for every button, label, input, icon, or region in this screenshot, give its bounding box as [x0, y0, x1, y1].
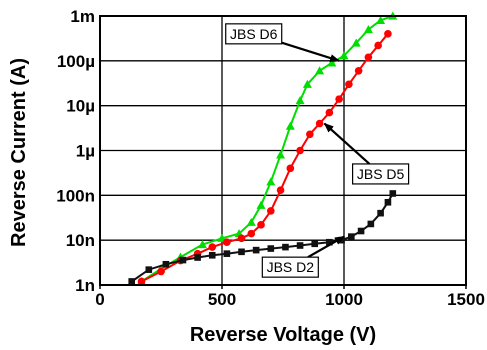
x-tick-label-3: 1500	[447, 290, 485, 309]
data-point-1-7	[247, 229, 256, 238]
data-point-1-19	[364, 53, 373, 62]
data-point-2-1	[145, 266, 153, 273]
data-point-2-6	[223, 250, 231, 257]
series-line-0	[140, 15, 394, 283]
plot-frame	[99, 15, 467, 286]
y-tick-label-1: 10n	[66, 231, 95, 250]
data-point-0-11	[295, 96, 305, 105]
data-point-0-12	[302, 79, 312, 88]
y-tick-label-4: 10µ	[66, 97, 95, 116]
data-point-1-17	[345, 80, 353, 89]
y-tick-label-5: 100µ	[57, 52, 95, 71]
data-point-0-6	[246, 217, 256, 226]
annotations: JBS D6 JBS D5 JBS D2	[225, 23, 410, 278]
data-point-2-4	[194, 254, 201, 261]
series-jbs-d5	[137, 30, 392, 286]
data-point-0-7	[256, 200, 266, 209]
callout-box-0	[225, 23, 283, 45]
data-point-0-14	[327, 58, 337, 67]
y-tick-label-6: 1m	[70, 7, 95, 26]
data-point-1-6	[237, 234, 246, 243]
data-point-1-8	[257, 221, 265, 229]
data-point-2-17	[367, 220, 375, 228]
data-point-2-19	[384, 198, 392, 206]
data-point-2-2	[162, 260, 170, 268]
data-point-2-7	[238, 248, 245, 256]
series-layer	[128, 11, 398, 286]
y-tick-label-3: 1µ	[76, 142, 95, 161]
data-point-2-0	[128, 278, 136, 285]
callout-box-2	[261, 256, 319, 278]
data-point-1-18	[354, 66, 363, 75]
series-jbs-d6	[136, 11, 398, 286]
callout-box-1	[352, 163, 410, 185]
y-tick-label-2: 100n	[56, 186, 95, 205]
data-point-2-18	[377, 209, 384, 217]
data-point-1-13	[306, 130, 314, 139]
data-point-1-14	[315, 119, 324, 128]
data-point-1-9	[267, 207, 275, 215]
callout-jbs-d5: JBS D5	[323, 122, 410, 185]
x-tick-label-2: 1000	[325, 290, 363, 309]
data-point-1-5	[223, 238, 231, 247]
data-point-0-10	[285, 121, 295, 130]
data-point-0-15	[339, 51, 349, 60]
callout-label-1: JBS D5	[357, 166, 405, 182]
data-point-2-9	[267, 245, 275, 252]
data-point-0-16	[351, 38, 361, 47]
data-point-2-15	[348, 233, 355, 240]
callout-arrow-0	[281, 41, 341, 62]
y-axis-label: Reverse Current (A)	[8, 58, 30, 247]
data-point-1-15	[325, 108, 334, 117]
series-jbs-d2	[128, 190, 397, 285]
callout-arrow-1	[323, 122, 371, 165]
data-point-1-20	[374, 41, 382, 50]
data-point-1-0	[137, 277, 146, 286]
data-point-2-8	[252, 246, 260, 254]
data-point-2-10	[282, 243, 289, 251]
data-point-1-16	[335, 95, 343, 103]
data-point-0-8	[266, 177, 276, 186]
data-point-0-9	[276, 150, 286, 159]
data-point-1-10	[276, 186, 285, 195]
data-point-2-5	[208, 251, 216, 259]
data-point-0-3	[197, 240, 207, 249]
data-point-1-11	[286, 164, 295, 173]
data-point-2-16	[357, 227, 365, 235]
y-axis-ticks: 1n 10n 100n 1µ 10µ 100µ 1m	[56, 7, 95, 295]
data-point-2-11	[296, 242, 304, 249]
data-point-2-20	[389, 190, 397, 197]
data-point-0-18	[376, 15, 386, 24]
callout-label-0: JBS D6	[230, 26, 278, 42]
series-line-1	[141, 33, 389, 283]
x-tick-label-0: 0	[95, 290, 104, 309]
callout-arrow-2	[307, 235, 345, 259]
data-point-2-12	[311, 240, 319, 248]
data-point-2-3	[179, 256, 187, 264]
callout-jbs-d2: JBS D2	[261, 235, 345, 278]
callout-label-2: JBS D2	[267, 259, 315, 275]
data-point-0-17	[363, 24, 373, 34]
x-axis-label: Reverse Voltage (V)	[190, 324, 376, 346]
data-point-0-13	[315, 66, 325, 75]
data-point-2-13	[326, 238, 333, 246]
callout-jbs-d6: JBS D6	[225, 23, 341, 62]
data-point-1-12	[296, 146, 304, 155]
data-point-1-4	[208, 243, 217, 251]
data-point-1-21	[384, 30, 392, 38]
x-tick-label-1: 500	[208, 290, 236, 309]
data-point-1-1	[157, 267, 165, 276]
x-axis-ticks: 0 500 1000 1500	[95, 285, 485, 309]
y-tick-label-0: 1n	[75, 276, 95, 295]
